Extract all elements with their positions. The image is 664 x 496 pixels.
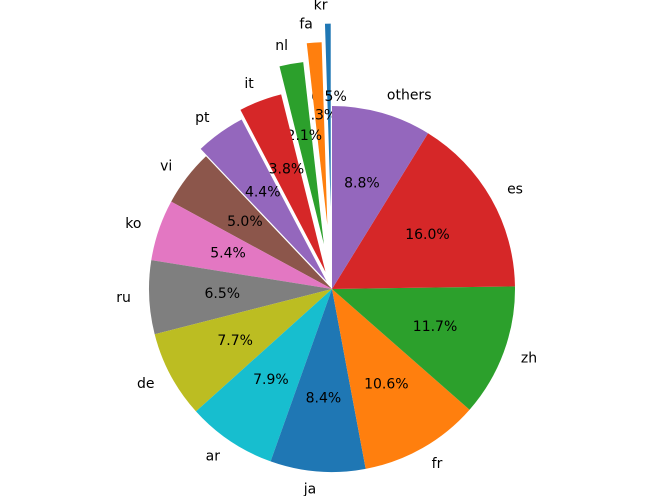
value-label: 5.0% (227, 214, 263, 230)
slice-label: pt (195, 110, 210, 126)
pie-slice (306, 42, 328, 226)
value-label: 1.3% (302, 108, 338, 124)
value-label: 7.7% (217, 333, 253, 349)
value-label: 10.6% (364, 376, 408, 392)
value-label: 2.1% (287, 128, 323, 144)
pie-slice (149, 260, 332, 335)
pie-slice (270, 289, 366, 472)
slice-label: fa (299, 16, 313, 32)
pie-slice (279, 62, 324, 244)
pie-slice (240, 94, 326, 272)
slice-label: ja (303, 482, 316, 496)
pie-slice (324, 23, 331, 207)
value-label: 11.7% (413, 319, 457, 335)
pie-slice (332, 286, 515, 410)
pie-slice (332, 133, 515, 289)
slice-label: es (507, 182, 523, 198)
pie-slice (332, 106, 429, 289)
value-label: 6.5% (205, 286, 241, 302)
slice-label: others (387, 87, 432, 103)
slice-label: ru (116, 290, 131, 306)
value-label: 4.4% (245, 184, 281, 200)
slice-label: de (137, 376, 155, 392)
slice-label: zh (521, 351, 537, 367)
pie-slice (171, 156, 332, 289)
value-label: 8.8% (344, 175, 380, 191)
slice-label: vi (160, 158, 172, 174)
value-label: 5.4% (210, 246, 246, 262)
slice-label: nl (275, 38, 288, 54)
slice-label: ko (125, 216, 141, 232)
value-label: 3.8% (269, 161, 305, 177)
slice-label: kr (314, 0, 328, 13)
pie-slice (200, 119, 327, 282)
pie-slice (154, 289, 332, 412)
pie-slice (195, 289, 332, 462)
slice-label: fr (432, 456, 443, 472)
value-label: 7.9% (253, 372, 289, 388)
slice-label: ar (206, 448, 221, 464)
pie-slice (151, 201, 332, 289)
slice-label: it (244, 76, 254, 92)
pie-slice (332, 289, 470, 469)
value-label: 16.0% (405, 227, 449, 243)
value-label: 8.4% (306, 390, 342, 406)
